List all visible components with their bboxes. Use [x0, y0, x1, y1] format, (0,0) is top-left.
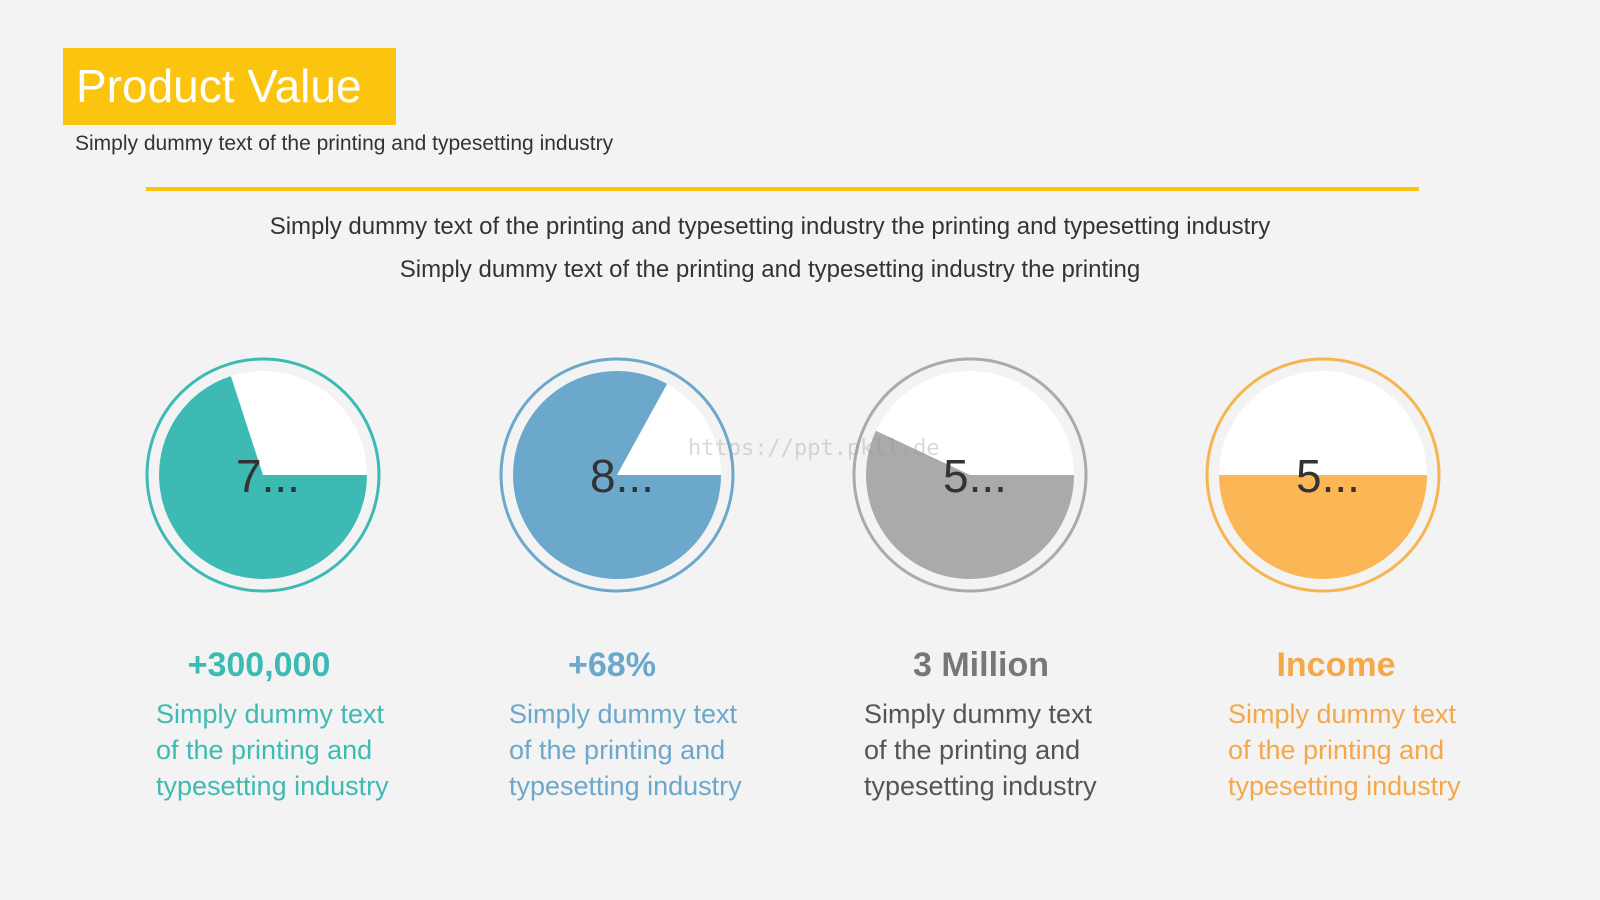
gauge-slice-1 — [159, 376, 367, 579]
watermark: https://ppt.pkll.de — [688, 436, 940, 461]
gauge-2: 8... — [497, 355, 737, 595]
intro-text: Simply dummy text of the printing and ty… — [100, 205, 1440, 291]
description-line-1: Simply dummy text — [156, 699, 385, 729]
description-line-1: Simply dummy text — [509, 699, 738, 729]
stat-description-4: Simply dummy text of the printing and type… — [1228, 696, 1488, 804]
description-line-3: typesetting industry — [509, 771, 742, 801]
description-line-2: of the printing and — [156, 735, 373, 765]
gauge-4: 5... — [1203, 355, 1443, 595]
intro-line-1: Simply dummy text of the printing and ty… — [269, 213, 1271, 240]
gauge-value-label: 7... — [236, 450, 300, 502]
page-title: Product Value — [76, 60, 362, 112]
page-subtitle: Simply dummy text of the printing and ty… — [75, 132, 614, 155]
gauge-value-label: 5... — [1296, 450, 1360, 502]
stat-label-3: 3 Million — [913, 646, 1049, 684]
gauge-slice-2 — [513, 370, 721, 579]
description-line-2: of the printing and — [1228, 735, 1445, 765]
gauge-slice-3 — [866, 430, 1074, 580]
gauge-1: 7... — [143, 355, 383, 595]
gauge-value-label: 8... — [590, 450, 654, 502]
gauge-3: 5... — [850, 355, 1090, 595]
description-line-3: typesetting industry — [156, 771, 389, 801]
stat-description-2: Simply dummy text of the printing and type… — [509, 696, 769, 804]
title-box: Product Value — [63, 48, 396, 125]
description-line-3: typesetting industry — [1228, 771, 1461, 801]
description-line-1: Simply dummy text — [864, 699, 1093, 729]
intro-line-2: Simply dummy text of the printing and ty… — [399, 256, 1141, 283]
gauge-slice-4 — [1219, 475, 1427, 579]
divider — [146, 187, 1419, 191]
gauge-chart-4 — [1205, 357, 1441, 593]
stat-description-3: Simply dummy text of the printing and type… — [864, 696, 1124, 804]
gauge-chart-1 — [145, 357, 381, 593]
gauge-chart-3 — [852, 357, 1088, 593]
stat-label-1: +300,000 — [187, 646, 331, 684]
stat-label-4: Income — [1276, 646, 1396, 684]
gauge-value-label: 5... — [943, 450, 1007, 502]
description-line-3: typesetting industry — [864, 771, 1097, 801]
gauge-chart-2 — [499, 357, 735, 593]
description-line-1: Simply dummy text — [1228, 699, 1457, 729]
stat-label-2: +68% — [568, 646, 656, 684]
stat-description-1: Simply dummy text of the printing and type… — [156, 696, 416, 804]
description-line-2: of the printing and — [509, 735, 726, 765]
description-line-2: of the printing and — [864, 735, 1081, 765]
